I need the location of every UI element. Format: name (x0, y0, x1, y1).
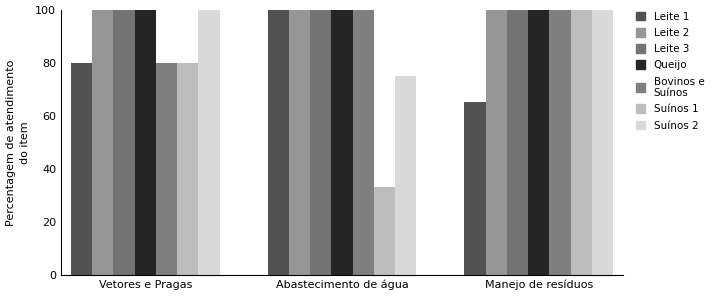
Bar (550, 9, 571, 275)
Bar (571, 9, 592, 275)
Bar (268, 9, 289, 275)
Bar (177, 63, 199, 275)
Bar (199, 9, 219, 275)
Bar (507, 9, 528, 275)
Bar (374, 187, 395, 275)
Bar (528, 9, 550, 275)
Bar (113, 9, 135, 275)
Bar (289, 9, 310, 275)
Bar (92, 9, 113, 275)
Bar (464, 102, 486, 275)
Bar (592, 9, 613, 275)
Bar (352, 9, 374, 275)
Bar (395, 76, 417, 275)
Y-axis label: Percentagem de atendimento
do item: Percentagem de atendimento do item (6, 59, 30, 226)
Legend: Leite 1, Leite 2, Leite 3, Queijo, Bovinos e
Suínos, Suínos 1, Suínos 2: Leite 1, Leite 2, Leite 3, Queijo, Bovin… (634, 9, 706, 133)
Bar (331, 9, 352, 275)
Bar (310, 9, 331, 275)
Bar (486, 9, 507, 275)
Bar (156, 63, 177, 275)
Bar (70, 63, 92, 275)
Bar (135, 9, 156, 275)
